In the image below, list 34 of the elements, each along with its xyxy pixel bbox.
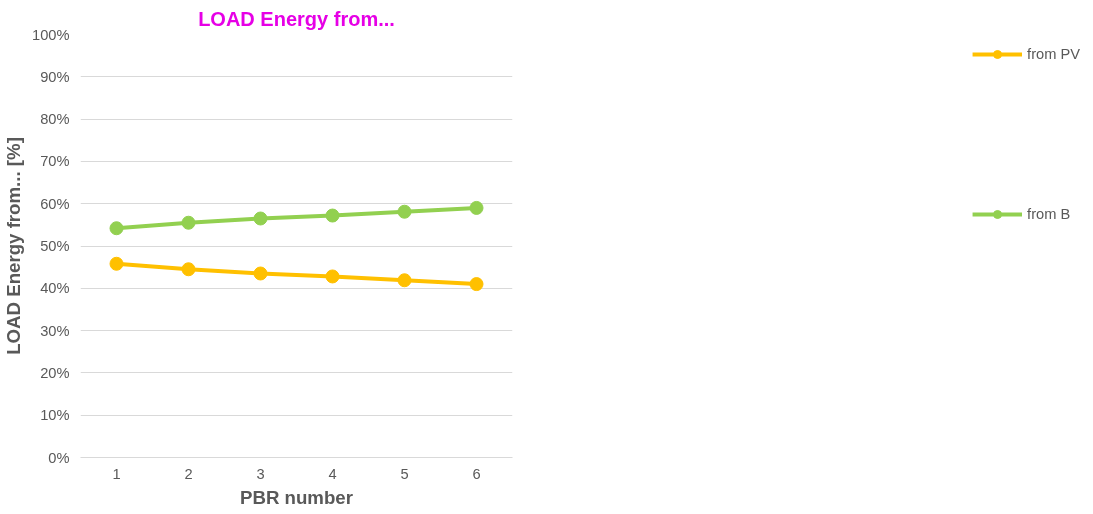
- x-tick-label: 5: [400, 465, 409, 482]
- x-tick-label: 3: [256, 465, 265, 482]
- point: [325, 269, 340, 284]
- point: [325, 208, 340, 223]
- y-tick-label: 40%: [40, 280, 70, 297]
- y-axis-title: LOAD Energy from... [%]: [3, 137, 25, 355]
- y-tick-label: 30%: [40, 322, 70, 339]
- point: [469, 277, 484, 292]
- point: [181, 215, 196, 230]
- y-tick-label: 100%: [32, 26, 70, 43]
- point: [397, 204, 412, 219]
- point: [253, 266, 268, 281]
- y-tick-label: 90%: [40, 68, 70, 85]
- point: [469, 200, 484, 215]
- x-tick-label: 2: [184, 465, 193, 482]
- chart-title: LOAD Energy from...: [198, 7, 395, 30]
- x-tick-label: 6: [472, 465, 481, 482]
- y-tick-label: 60%: [40, 195, 70, 212]
- legend-label: from B: [1027, 206, 1071, 222]
- point: [109, 221, 124, 236]
- y-tick-label: 70%: [40, 153, 70, 170]
- x-tick-label: 4: [328, 465, 337, 482]
- x-axis-title: PBR number: [240, 486, 354, 508]
- legend-label: from PV: [1027, 46, 1080, 62]
- y-tick-label: 10%: [40, 407, 70, 424]
- y-tick-label: 0%: [48, 449, 70, 466]
- point: [397, 273, 412, 288]
- y-tick-label: 50%: [40, 238, 70, 254]
- y-tick-label: 80%: [40, 111, 70, 128]
- point: [253, 211, 268, 226]
- x-tick-label: 1: [112, 465, 121, 482]
- y-tick-label: 20%: [40, 364, 70, 381]
- point: [109, 256, 124, 271]
- point: [181, 262, 196, 277]
